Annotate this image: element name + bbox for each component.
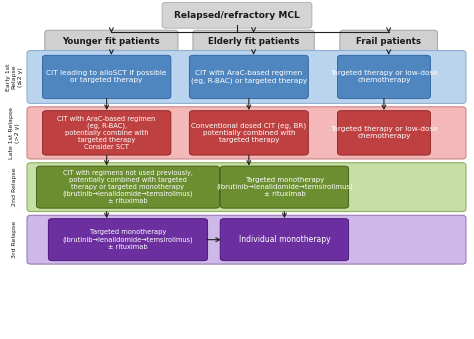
FancyBboxPatch shape bbox=[337, 55, 430, 99]
Text: Targeted therapy or low-dose
chemotherapy: Targeted therapy or low-dose chemotherap… bbox=[330, 71, 438, 83]
FancyBboxPatch shape bbox=[45, 30, 178, 53]
FancyBboxPatch shape bbox=[340, 30, 438, 53]
FancyBboxPatch shape bbox=[220, 219, 348, 261]
FancyBboxPatch shape bbox=[36, 166, 219, 208]
FancyBboxPatch shape bbox=[189, 55, 309, 99]
Text: CIT with AraC-based regimen
(eg, R-BAC),
potentially combine with
targeted thera: CIT with AraC-based regimen (eg, R-BAC),… bbox=[57, 116, 156, 150]
FancyBboxPatch shape bbox=[48, 219, 208, 261]
Text: Relapsed/refractory MCL: Relapsed/refractory MCL bbox=[174, 11, 300, 20]
Text: Conventional dosed CIT (eg, BR)
potentially combined with
targeted therapy: Conventional dosed CIT (eg, BR) potentia… bbox=[191, 123, 306, 143]
FancyBboxPatch shape bbox=[189, 111, 309, 155]
FancyBboxPatch shape bbox=[42, 55, 171, 99]
FancyBboxPatch shape bbox=[27, 107, 466, 159]
Text: Frail patients: Frail patients bbox=[356, 37, 421, 46]
Text: Targeted monotherapy
(ibrutinib→lenalidomide→temsirolimus)
± rituximab: Targeted monotherapy (ibrutinib→lenalido… bbox=[63, 230, 193, 250]
Text: Individual monotherapy: Individual monotherapy bbox=[238, 235, 330, 244]
FancyBboxPatch shape bbox=[27, 51, 466, 103]
FancyBboxPatch shape bbox=[27, 215, 466, 264]
FancyBboxPatch shape bbox=[220, 166, 348, 208]
Text: Elderly fit patients: Elderly fit patients bbox=[208, 37, 299, 46]
Text: Early 1st
Relapse
(≤2 y): Early 1st Relapse (≤2 y) bbox=[6, 63, 23, 91]
FancyBboxPatch shape bbox=[337, 111, 430, 155]
Text: Targeted therapy or low-dose
chemotherapy: Targeted therapy or low-dose chemotherap… bbox=[330, 126, 438, 139]
Text: Younger fit patients: Younger fit patients bbox=[63, 37, 160, 46]
Text: 3rd Relapse: 3rd Relapse bbox=[12, 221, 17, 258]
FancyBboxPatch shape bbox=[162, 2, 312, 28]
FancyBboxPatch shape bbox=[27, 163, 466, 212]
Text: CIT with regimens not used previously,
potentially combined with targeted
therap: CIT with regimens not used previously, p… bbox=[63, 170, 193, 204]
Text: CIT with AraC-based regimen
(eg, R-BAC) or targeted therapy: CIT with AraC-based regimen (eg, R-BAC) … bbox=[191, 70, 307, 84]
Text: 2nd Relapse: 2nd Relapse bbox=[12, 168, 17, 206]
FancyBboxPatch shape bbox=[193, 30, 314, 53]
Text: Targeted monotherapy
(ibrutinib→lenalidomide→temsirolimus)
± rituximab: Targeted monotherapy (ibrutinib→lenalido… bbox=[216, 177, 353, 197]
FancyBboxPatch shape bbox=[42, 111, 171, 155]
Text: CIT leading to alloSCT if possible
or targeted therapy: CIT leading to alloSCT if possible or ta… bbox=[46, 71, 167, 83]
Text: Late 1st Relapse
(>2 y): Late 1st Relapse (>2 y) bbox=[9, 107, 19, 159]
